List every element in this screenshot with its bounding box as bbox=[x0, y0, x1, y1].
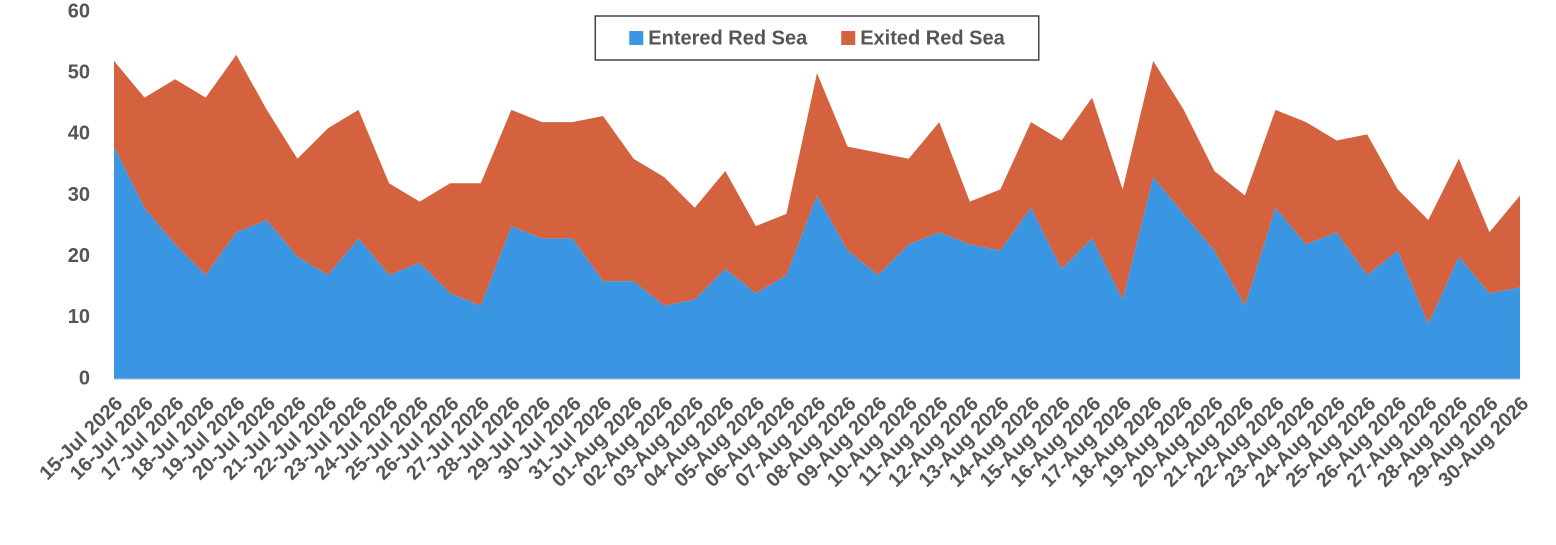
y-tick-label: 50 bbox=[68, 61, 90, 83]
legend-label: Exited Red Sea bbox=[860, 27, 1005, 49]
y-tick-label: 60 bbox=[68, 0, 90, 22]
legend-swatch bbox=[629, 31, 644, 45]
legend: Entered Red Sea Exited Red Sea bbox=[594, 15, 1040, 61]
area bbox=[114, 54, 1520, 324]
legend-box bbox=[594, 15, 1040, 61]
area bbox=[114, 146, 1520, 379]
legend-swatch bbox=[841, 31, 856, 45]
legend-label: Entered Red Sea bbox=[648, 27, 808, 49]
y-tick-label: 0 bbox=[79, 367, 90, 389]
y-tick-label: 10 bbox=[68, 306, 90, 328]
y-tick-label: 40 bbox=[68, 123, 90, 145]
y-tick-label: 30 bbox=[68, 184, 90, 206]
y-tick-label: 20 bbox=[68, 245, 90, 267]
